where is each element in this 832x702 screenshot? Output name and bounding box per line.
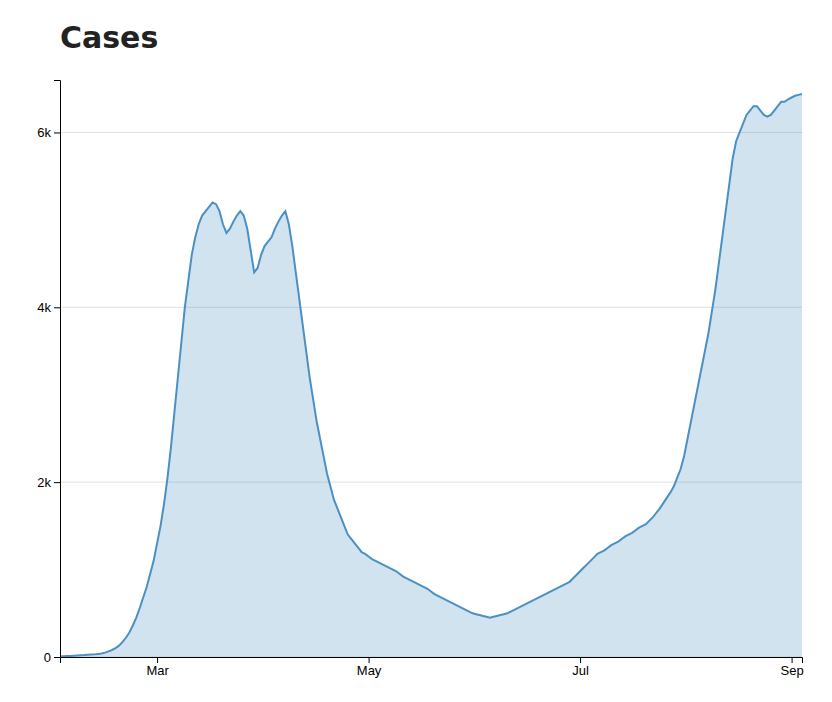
x-tick: Jul <box>572 657 589 678</box>
line <box>60 94 802 656</box>
x-tick-label: Jul <box>572 663 589 678</box>
x-tick-label: Mar <box>146 663 169 678</box>
y-tick-label: 6k <box>37 125 51 140</box>
x-tick-mark <box>157 657 158 663</box>
y-tick: 2k <box>37 475 60 490</box>
y-tick-label: 0 <box>44 650 51 665</box>
y-tick-mark <box>54 657 60 658</box>
x-tick: May <box>357 657 382 678</box>
y-tick-mark <box>54 307 60 308</box>
grid-line <box>60 307 802 308</box>
y-tick: 4k <box>37 300 60 315</box>
area <box>60 94 802 657</box>
x-axis: Mar May Jul Sep <box>61 657 804 678</box>
x-tick-mark <box>580 657 581 663</box>
x-tick: Mar <box>146 657 169 678</box>
x-tick: Sep <box>781 657 804 678</box>
y-tick: 6k <box>37 125 60 140</box>
plot: Mar May Jul Sep 0 2k 4k 6k <box>37 81 803 679</box>
y-axis: 0 2k 4k 6k <box>37 81 60 665</box>
y-tick-label: 4k <box>37 300 51 315</box>
y-tick-mark <box>54 482 60 483</box>
y-tick-mark <box>54 132 60 133</box>
grid-line <box>60 132 802 133</box>
x-tick-label: Sep <box>781 663 804 678</box>
x-tick-mark <box>369 657 370 663</box>
x-tick-mark <box>792 657 793 663</box>
chart: Cases Mar May Jul Sep 0 2k 4k 6k <box>0 0 832 702</box>
marks <box>60 94 802 657</box>
y-axis-line <box>54 81 61 658</box>
y-tick-label: 2k <box>37 475 51 490</box>
title: Cases <box>60 20 158 55</box>
y-tick: 0 <box>44 650 60 665</box>
x-tick-label: May <box>357 663 382 678</box>
x-axis-line <box>61 658 803 664</box>
